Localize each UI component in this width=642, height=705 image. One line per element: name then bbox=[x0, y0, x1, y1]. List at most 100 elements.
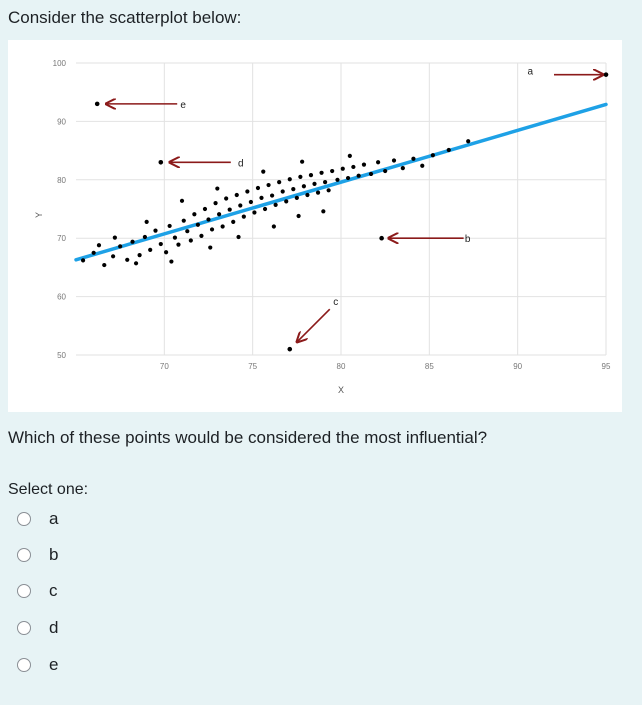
data-point bbox=[137, 253, 142, 258]
option-d[interactable]: d bbox=[17, 617, 58, 639]
data-point bbox=[273, 202, 278, 208]
data-point bbox=[224, 196, 229, 201]
data-point bbox=[179, 198, 185, 203]
option-b[interactable]: b bbox=[17, 544, 58, 566]
data-point bbox=[335, 177, 340, 182]
data-point bbox=[202, 206, 208, 212]
point-label-c: c bbox=[333, 297, 338, 308]
data-point bbox=[347, 153, 352, 158]
data-point bbox=[430, 153, 435, 158]
data-point bbox=[206, 217, 211, 222]
regression-line bbox=[74, 102, 608, 262]
point-label-a: a bbox=[527, 67, 533, 78]
data-point bbox=[188, 238, 193, 243]
option-e[interactable]: e bbox=[17, 654, 58, 676]
data-point bbox=[172, 235, 178, 240]
y-tick-label: 70 bbox=[57, 234, 66, 243]
x-axis-label: X bbox=[338, 385, 344, 395]
data-point bbox=[420, 163, 425, 168]
data-point bbox=[167, 223, 172, 229]
data-point bbox=[118, 244, 123, 249]
labeled-point-c bbox=[287, 346, 293, 352]
option-label: a bbox=[49, 509, 59, 528]
data-point bbox=[319, 170, 324, 175]
data-point bbox=[391, 158, 397, 163]
data-point bbox=[102, 262, 107, 268]
data-point bbox=[323, 180, 328, 185]
data-point bbox=[227, 207, 232, 212]
data-point bbox=[294, 195, 299, 201]
data-point bbox=[185, 229, 190, 234]
y-axis-label: Y bbox=[34, 212, 44, 218]
data-point bbox=[259, 195, 264, 201]
data-point bbox=[195, 222, 200, 227]
y-tick-label: 50 bbox=[57, 351, 66, 360]
labeled-point-b bbox=[379, 235, 384, 241]
option-label: c bbox=[49, 581, 58, 600]
data-point bbox=[238, 203, 243, 208]
point-label-d: d bbox=[238, 158, 244, 169]
labeled-point-d bbox=[158, 159, 164, 165]
radio-icon[interactable] bbox=[17, 658, 31, 672]
y-tick-label: 80 bbox=[57, 176, 66, 185]
data-point bbox=[208, 245, 213, 250]
radio-icon[interactable] bbox=[17, 584, 31, 598]
x-tick-label: 70 bbox=[160, 362, 169, 371]
data-point bbox=[351, 164, 356, 170]
y-tick-label: 100 bbox=[53, 59, 67, 68]
labeled-point-e bbox=[94, 101, 100, 107]
x-tick-label: 75 bbox=[248, 362, 257, 371]
data-point bbox=[340, 166, 345, 171]
data-point bbox=[199, 233, 204, 238]
data-point bbox=[234, 192, 239, 198]
y-tick-label: 90 bbox=[57, 117, 66, 126]
data-point bbox=[296, 213, 301, 219]
data-point bbox=[300, 159, 305, 164]
question-text: Which of these points would be considere… bbox=[8, 428, 488, 447]
option-c[interactable]: c bbox=[17, 580, 58, 602]
data-point bbox=[368, 171, 374, 177]
data-point bbox=[245, 189, 250, 194]
point-label-b: b bbox=[465, 234, 471, 245]
option-label: e bbox=[49, 655, 59, 674]
data-point bbox=[153, 228, 158, 233]
data-point bbox=[266, 182, 271, 188]
data-point bbox=[287, 177, 292, 182]
data-point bbox=[241, 214, 246, 219]
radio-icon[interactable] bbox=[17, 548, 31, 562]
data-point bbox=[217, 212, 222, 217]
question-prompt: Consider the scatterplot below: bbox=[8, 8, 242, 27]
option-label: d bbox=[49, 618, 59, 637]
option-a[interactable]: a bbox=[17, 508, 58, 530]
data-point bbox=[284, 199, 289, 204]
data-point bbox=[376, 160, 381, 165]
data-point bbox=[248, 199, 253, 205]
data-point bbox=[213, 201, 218, 206]
data-point bbox=[345, 175, 351, 181]
x-tick-label: 90 bbox=[513, 362, 522, 371]
data-point bbox=[326, 188, 331, 193]
data-point bbox=[111, 254, 116, 259]
data-point bbox=[255, 185, 261, 191]
data-point bbox=[315, 190, 321, 195]
x-tick-label: 80 bbox=[337, 362, 346, 371]
data-point bbox=[148, 247, 153, 252]
radio-icon[interactable] bbox=[17, 621, 31, 635]
data-point bbox=[312, 181, 317, 186]
data-point bbox=[181, 218, 186, 223]
data-point bbox=[356, 173, 361, 178]
data-point bbox=[298, 174, 303, 179]
data-point bbox=[271, 224, 276, 229]
radio-icon[interactable] bbox=[17, 512, 31, 526]
data-point bbox=[169, 259, 174, 264]
scatterplot-figure: 50 60 70 80 90 100 70 75 80 85 90 95 a b c d e X Y bbox=[8, 40, 622, 412]
data-point bbox=[301, 184, 306, 189]
data-point bbox=[215, 186, 220, 191]
data-point bbox=[383, 168, 388, 174]
point-label-e: e bbox=[180, 100, 186, 111]
data-point bbox=[321, 209, 326, 214]
data-point bbox=[176, 242, 181, 247]
arrow-c bbox=[298, 308, 331, 341]
data-point bbox=[158, 241, 163, 247]
data-point bbox=[209, 227, 215, 232]
